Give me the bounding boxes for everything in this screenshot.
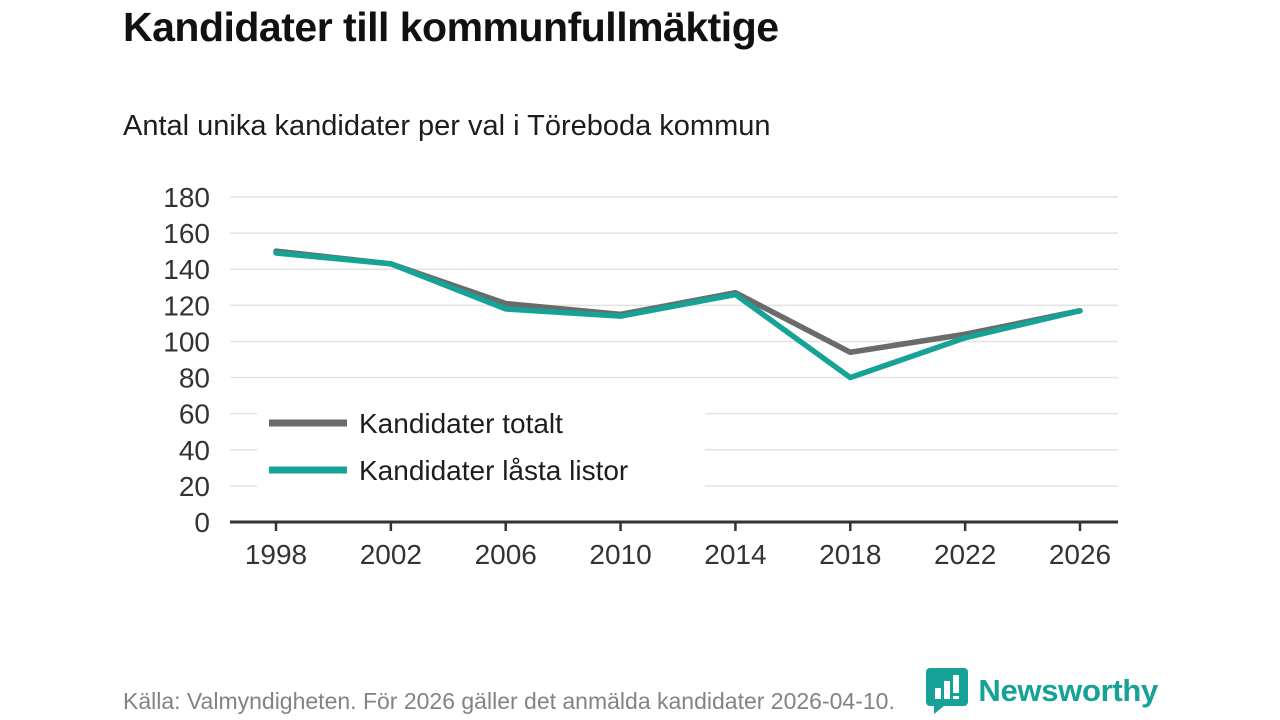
chart-title: Kandidater till kommunfullmäktige: [123, 4, 779, 50]
series-line-1: [273, 250, 1083, 381]
chart-area: 0 20 40 60 80 100 120 140 160 180 1998 2002 2006 2010…: [120, 180, 1130, 590]
y-tick-label: 160: [163, 218, 210, 249]
y-tick-label: 120: [163, 290, 210, 321]
source-note: Källa: Valmyndigheten. För 2026 gäller d…: [123, 688, 895, 714]
y-tick-label: 20: [179, 471, 210, 502]
x-tick-label: 2026: [1049, 539, 1111, 570]
y-tick-label: 40: [179, 435, 210, 466]
newsworthy-logo-text: Newsworthy: [978, 673, 1158, 708]
newsworthy-logo: Newsworthy: [926, 668, 1158, 714]
newsworthy-logo-icon: [926, 668, 969, 714]
y-tick-label: 0: [194, 507, 210, 538]
legend-box: [257, 400, 705, 494]
chart-subtitle: Antal unika kandidater per val i Törebod…: [123, 110, 771, 142]
y-tick-label: 140: [163, 254, 210, 285]
y-tick-label: 100: [163, 326, 210, 357]
footer: Källa: Valmyndigheten. För 2026 gäller d…: [123, 688, 1163, 715]
x-tick-label: 2006: [475, 539, 537, 570]
x-tick-label: 1998: [245, 539, 307, 570]
x-tick-label: 2022: [934, 539, 996, 570]
line-chart: 0 20 40 60 80 100 120 140 160 180 1998 2002 2006 2010…: [163, 182, 1118, 570]
legend-label-1: Kandidater låsta listor: [359, 455, 628, 486]
x-tick-label: 2014: [704, 539, 766, 570]
y-tick-label: 180: [163, 182, 210, 213]
y-tick-label: 60: [179, 399, 210, 430]
x-tick-label: 2002: [360, 539, 422, 570]
x-tick-label: 2018: [819, 539, 881, 570]
legend-label-0: Kandidater totalt: [359, 408, 563, 439]
y-tick-label: 80: [179, 363, 210, 394]
x-tick-label: 2010: [589, 539, 651, 570]
